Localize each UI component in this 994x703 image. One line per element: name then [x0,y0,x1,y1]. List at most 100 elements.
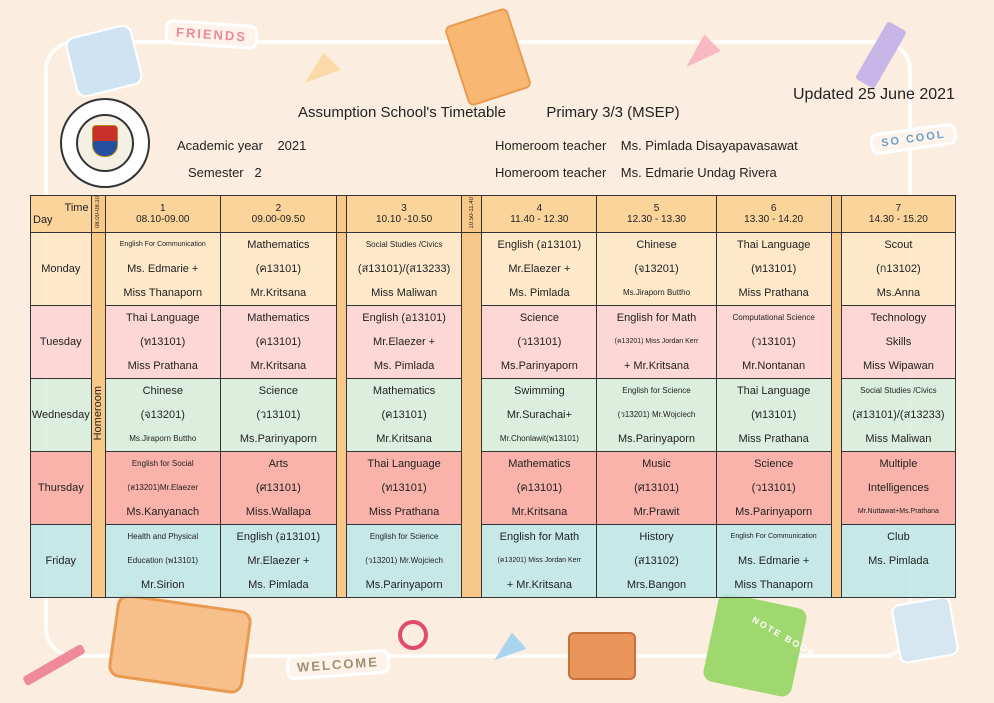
period-cell: Thai Language (ท13101) Miss Prathana [346,451,463,525]
period-header: 3 10.10 -10.50 [346,195,463,233]
day-row: Thursday English for Social (ส13201)Mr.Ela… [30,451,957,525]
subject-detail: (ค13201) Miss Jordan Kerr [497,557,582,564]
calculator-small-icon [890,595,960,665]
page-title: Assumption School's Timetable [298,104,506,121]
period-cell: Social Studies /Civics (ส13101)/(ส13233) M… [346,232,463,306]
subject-detail: Ms. Pimlada [868,555,929,567]
subject-detail: Education (พ13101) [127,556,199,565]
period-cell: History (ส13102) Mrs.Bangon [596,524,717,598]
period-cell: Mathematics (ค13101) Mr.Kritsana [219,232,337,306]
day-row: Monday Homeroom English For Communication M… [30,232,957,598]
homeroom-teacher-2: Homeroom teacher Ms. Edmarie Undag River… [495,165,777,180]
subject-name: English for Science [369,532,439,541]
day-row: Friday Health and Physical Education (พ131… [30,524,957,598]
subject-detail: (จ13201) [634,263,679,275]
homeroom-time-header: 08.00-08.10 [90,195,106,233]
teacher-name: Ms.Jiraporn Buttho [622,288,691,297]
subject-name: English for Social [131,459,194,468]
subject-detail: Ms. Edmarie + [738,555,810,567]
period-cell: Science (ว13101) Ms.Parinyaporn [219,378,337,452]
lunch-break-header: 10.50-11.40 [461,195,483,233]
time-day-header: Time Day [30,195,92,233]
subject-detail: (ศ13101) [255,482,301,494]
subject-detail: (ก13102) [876,263,921,275]
teacher-name: Ms.Parinyaporn [735,506,813,518]
period-header: 2 09.00-09.50 [219,195,337,233]
period-cell: Chinese (จ13201) Ms.Jiraporn Buttho [104,378,221,452]
teacher-name: Mr.Kritsana [376,433,432,445]
period-cell: English for Math (ค13201) Miss Jordan Ker… [481,524,598,598]
subject-name: English (อ13101) [497,239,582,251]
subject-detail: (ว13101) [256,409,301,421]
subject-name: Mathematics [372,385,436,397]
teacher-name: Mr.Sirion [141,579,185,591]
recess-header [830,195,842,233]
subject-name: Health and Physical [127,532,199,541]
teacher-name: Mr.Chonlawit(พ13101) [499,434,579,443]
teacher-name: + Mr.Kritsana [623,360,690,372]
subject-detail: Skills [885,336,912,348]
period-cell: Science (ว13101) Ms.Parinyaporn [715,451,832,525]
subject-name: English (อ13101) [362,312,446,324]
subject-detail: (ท13101) [751,409,797,421]
homeroom-teacher-1: Homeroom teacher Ms. Pimlada Disayapavas… [495,138,798,153]
subject-detail: Mr.Elaezer + [508,263,571,275]
subject-detail: (ว13101) [517,336,562,348]
subject-name: Chinese [636,239,677,251]
subject-name: English (อ13101) [236,531,321,543]
period-cell: English (อ13101) Mr.Elaezer + Ms. Pimlada [481,232,598,306]
subject-name: English For Communication [119,241,206,248]
period-cell: Computational Science (ว13101) Mr.Nontanan [715,305,832,379]
teacher-name: Mr.Nuttawat+Ms.Prathana [857,508,939,515]
teacher-name: Mr.Prawit [633,506,680,518]
period-cell: Club Ms. Pimlada [840,524,957,598]
subject-name: Arts [268,458,289,470]
teacher-name: Miss Prathana [738,433,809,445]
period-cell: English (อ13101) Mr.Elaezer + Ms. Pimlada [219,524,337,598]
subject-name: Thai Language [126,312,200,324]
subject-detail: (ว13101) [751,336,796,348]
teacher-name: Ms.Kanyanach [126,506,200,518]
period-header: 6 13.30 - 14.20 [715,195,832,233]
subject-name: English for Math [616,312,697,324]
subject-name: Mathematics [508,458,571,470]
subject-detail: (ว13201) Mr.Wojciech [617,410,696,419]
subject-name: Thai Language [736,385,811,397]
subject-name: Computational Science [732,313,815,322]
period-cell: Music (ศ13101) Mr.Prawit [596,451,717,525]
day-label: Wednesday [30,378,92,452]
subject-name: Music [642,458,671,470]
period-cell: Multiple Intelligences Mr.Nuttawat+Ms.Prat… [840,451,957,525]
period-cell: Health and Physical Education (พ13101) Mr.… [104,524,221,598]
briefcase-icon [568,632,636,680]
period-cell: English for Science (ว13201) Mr.Wojciech M… [596,378,717,452]
teacher-name: Miss Thanaporn [123,287,203,299]
period-cell: Social Studies /Civics (ส13101)/(ส13233) M… [840,378,957,452]
period-cell: Mathematics (ค13101) Mr.Kritsana [219,305,337,379]
subject-detail: (ส13101)/(ส13233) [357,263,451,275]
teacher-name: Ms.Parinyaporn [500,360,578,372]
header-row: Time Day 08.00-08.10 1 08.10-09.00 2 09.00… [30,195,957,233]
teacher-name: Ms.Anna [876,287,921,299]
subject-detail: (ส13102) [634,555,679,567]
subject-detail: (ส13101)/(ส13233) [852,409,945,421]
teacher-name: Miss Prathana [368,506,440,518]
subject-detail: Mr.Elaezer + [247,555,310,567]
period-cell: Technology Skills Miss Wipawan [840,305,957,379]
day-label: Thursday [30,451,92,525]
day-row: Tuesday Thai Language (ท13101) Miss Prathan… [30,305,957,379]
teacher-name: Miss.Wallapa [245,506,311,518]
period-cell: English For Communication Ms. Edmarie + Mi… [104,232,221,306]
period-cell: Mathematics (ค13101) Mr.Kritsana [481,451,598,525]
period-cell: Thai Language (ท13101) Miss Prathana [715,378,832,452]
subject-detail: (ค13101) [381,409,427,421]
subject-name: Scout [884,239,913,251]
subject-name: Social Studies /Civics [860,386,937,395]
title-row: Assumption School's Timetable Primary 3/… [298,104,680,121]
subject-name: Thai Language [367,458,441,470]
subject-detail: (ศ13101) [634,482,679,494]
subject-name: Science [519,312,559,324]
subject-detail: Mr.Elaezer + [373,336,436,348]
subject-detail: (จ13201) [140,409,185,421]
subject-name: English for Science [622,386,691,395]
